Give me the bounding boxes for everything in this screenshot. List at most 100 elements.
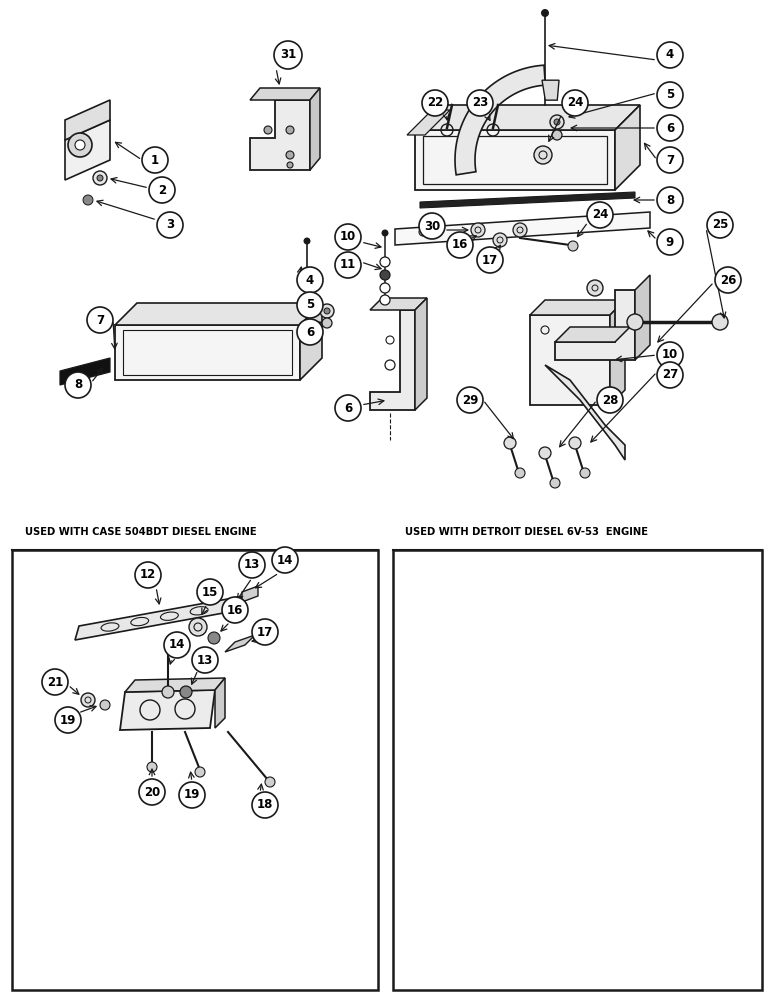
- Circle shape: [534, 146, 552, 164]
- Text: 13: 13: [244, 558, 260, 572]
- Circle shape: [471, 223, 485, 237]
- Polygon shape: [635, 275, 650, 360]
- Text: 26: 26: [720, 273, 736, 286]
- Circle shape: [93, 171, 107, 185]
- Circle shape: [712, 314, 728, 330]
- Circle shape: [264, 126, 272, 134]
- Polygon shape: [60, 358, 110, 385]
- Circle shape: [180, 686, 192, 698]
- Text: 19: 19: [184, 788, 200, 802]
- Text: 15: 15: [201, 585, 218, 598]
- Circle shape: [252, 792, 278, 818]
- Circle shape: [335, 395, 361, 421]
- Circle shape: [87, 307, 113, 333]
- Circle shape: [272, 547, 298, 573]
- Text: USED WITH CASE 504BDT DIESEL ENGINE: USED WITH CASE 504BDT DIESEL ENGINE: [25, 527, 256, 537]
- Circle shape: [580, 468, 590, 478]
- Text: 23: 23: [472, 97, 488, 109]
- Text: 5: 5: [306, 298, 314, 312]
- Text: 1: 1: [151, 153, 159, 166]
- Circle shape: [222, 597, 248, 623]
- Circle shape: [657, 42, 683, 68]
- Circle shape: [265, 777, 275, 787]
- Circle shape: [287, 162, 293, 168]
- Text: 19: 19: [59, 714, 76, 726]
- Circle shape: [42, 669, 68, 695]
- Polygon shape: [530, 315, 610, 405]
- Circle shape: [139, 779, 165, 805]
- Circle shape: [162, 686, 174, 698]
- Polygon shape: [420, 192, 635, 208]
- Circle shape: [380, 270, 390, 280]
- Polygon shape: [250, 100, 310, 170]
- Text: 25: 25: [712, 219, 728, 232]
- Circle shape: [597, 387, 623, 413]
- Polygon shape: [300, 303, 322, 380]
- Circle shape: [286, 126, 294, 134]
- Polygon shape: [125, 678, 225, 692]
- Circle shape: [657, 342, 683, 368]
- Circle shape: [380, 295, 390, 305]
- Circle shape: [189, 618, 207, 636]
- Text: 20: 20: [144, 786, 160, 798]
- Polygon shape: [115, 325, 300, 380]
- Polygon shape: [455, 65, 545, 175]
- Text: 4: 4: [306, 273, 314, 286]
- Circle shape: [97, 175, 103, 181]
- Circle shape: [657, 229, 683, 255]
- Circle shape: [419, 213, 445, 239]
- Circle shape: [562, 90, 588, 116]
- Text: 16: 16: [452, 238, 468, 251]
- Circle shape: [554, 119, 560, 125]
- Text: 10: 10: [340, 231, 356, 243]
- Polygon shape: [555, 290, 635, 360]
- Text: 24: 24: [592, 209, 608, 222]
- Polygon shape: [65, 100, 110, 140]
- Text: 16: 16: [227, 603, 243, 616]
- Text: 8: 8: [74, 378, 82, 391]
- Polygon shape: [530, 300, 625, 315]
- Circle shape: [297, 292, 323, 318]
- Circle shape: [83, 195, 93, 205]
- Circle shape: [447, 232, 473, 258]
- Circle shape: [380, 283, 390, 293]
- Polygon shape: [615, 105, 640, 190]
- Text: 7: 7: [666, 153, 674, 166]
- Circle shape: [539, 447, 551, 459]
- Text: 24: 24: [567, 97, 583, 109]
- Text: 28: 28: [602, 393, 618, 406]
- Circle shape: [627, 314, 643, 330]
- Text: 27: 27: [662, 368, 678, 381]
- Circle shape: [81, 693, 95, 707]
- Polygon shape: [250, 88, 320, 100]
- FancyBboxPatch shape: [393, 550, 762, 990]
- Circle shape: [195, 767, 205, 777]
- Circle shape: [164, 632, 190, 658]
- Polygon shape: [370, 298, 427, 310]
- Circle shape: [303, 237, 310, 244]
- Text: 6: 6: [666, 121, 674, 134]
- Text: 2: 2: [158, 184, 166, 196]
- Circle shape: [68, 133, 92, 157]
- Text: 22: 22: [427, 97, 443, 109]
- Text: USED WITH DETROIT DIESEL 6V-53  ENGINE: USED WITH DETROIT DIESEL 6V-53 ENGINE: [405, 527, 648, 537]
- Circle shape: [335, 224, 361, 250]
- Circle shape: [226, 599, 238, 611]
- Circle shape: [515, 468, 525, 478]
- Circle shape: [568, 241, 578, 251]
- Circle shape: [286, 151, 294, 159]
- Text: 7: 7: [96, 314, 104, 326]
- Text: 13: 13: [197, 654, 213, 666]
- Polygon shape: [225, 635, 255, 652]
- Circle shape: [657, 147, 683, 173]
- Circle shape: [322, 318, 332, 328]
- Text: 31: 31: [280, 48, 296, 62]
- Polygon shape: [242, 586, 258, 602]
- Circle shape: [208, 632, 220, 644]
- Circle shape: [55, 707, 81, 733]
- Circle shape: [422, 90, 448, 116]
- Circle shape: [274, 41, 302, 69]
- Circle shape: [587, 280, 603, 296]
- Circle shape: [149, 177, 175, 203]
- Circle shape: [100, 700, 110, 710]
